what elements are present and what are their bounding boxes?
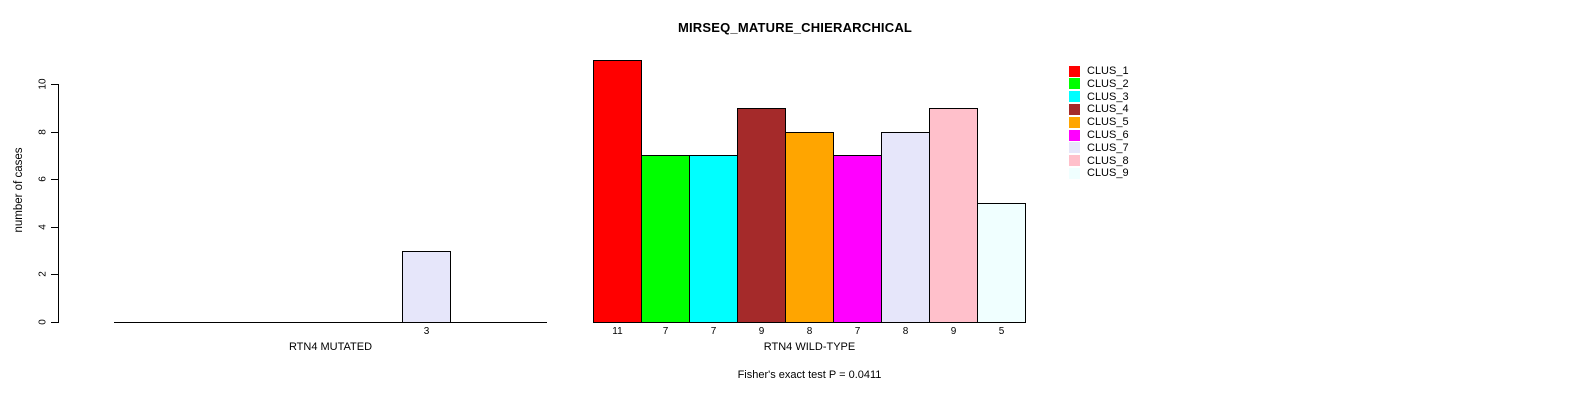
bar-clus_4 xyxy=(737,108,786,323)
bar-clus_8 xyxy=(929,108,978,323)
y-tick-label: 6 xyxy=(37,176,49,182)
x-axis-label-wild-type: RTN4 WILD-TYPE xyxy=(763,341,856,353)
legend-label: CLUS_3 xyxy=(1087,90,1129,103)
legend-color-swatch xyxy=(1069,91,1080,103)
legend-label: CLUS_9 xyxy=(1087,167,1129,180)
legend-color-swatch xyxy=(1069,116,1080,128)
y-tick-label: 10 xyxy=(37,78,49,90)
legend-label: CLUS_4 xyxy=(1087,103,1129,116)
legend-label: CLUS_2 xyxy=(1087,77,1129,90)
fisher-test-note: Fisher's exact test P = 0.0411 xyxy=(737,369,882,381)
legend-color-swatch xyxy=(1069,65,1080,77)
bar-clus_2 xyxy=(641,155,690,323)
y-tick-label: 0 xyxy=(37,319,49,325)
y-tick-label: 8 xyxy=(37,128,49,135)
legend-color-swatch xyxy=(1069,142,1080,154)
bar-value-label: 7 xyxy=(710,326,717,337)
legend-color-swatch xyxy=(1069,155,1080,167)
bar-clus_7 xyxy=(402,251,451,323)
x-axis-label-mutated: RTN4 MUTATED xyxy=(288,341,373,353)
bar-value-label: 7 xyxy=(662,326,669,337)
y-tick-label: 2 xyxy=(37,271,49,278)
legend-label: CLUS_7 xyxy=(1087,141,1129,154)
bar-value-label: 9 xyxy=(950,326,957,337)
bar-value-label: 3 xyxy=(423,326,430,337)
bar-clus_3 xyxy=(689,155,738,323)
y-axis-title: number of cases xyxy=(13,147,25,233)
bar-value-label: 7 xyxy=(854,326,861,337)
y-tick-label: 4 xyxy=(37,224,49,230)
bar-value-label: 11 xyxy=(612,326,623,337)
bar-clus_6 xyxy=(833,155,882,323)
bar-clus_7 xyxy=(881,132,930,323)
legend-color-swatch xyxy=(1069,78,1080,90)
y-axis-tick xyxy=(51,179,59,181)
y-axis-tick xyxy=(51,274,59,276)
legend-label: CLUS_5 xyxy=(1087,116,1129,129)
bar-value-label: 8 xyxy=(902,326,909,337)
y-axis-tick xyxy=(51,226,59,228)
y-axis-line xyxy=(58,84,59,323)
bar-value-label: 8 xyxy=(806,326,813,337)
legend-label: CLUS_1 xyxy=(1087,65,1129,77)
chart-title: MIRSEQ_MATURE_CHIERARCHICAL xyxy=(677,20,913,35)
legend-label: CLUS_6 xyxy=(1087,129,1129,141)
y-axis-tick xyxy=(51,322,59,323)
legend-label: CLUS_8 xyxy=(1087,154,1129,167)
bar-clus_9 xyxy=(977,203,1026,323)
x-axis-baseline xyxy=(114,322,547,323)
legend-color-swatch xyxy=(1069,103,1080,115)
bar-value-label: 5 xyxy=(998,326,1005,337)
bar-clus_5 xyxy=(785,132,834,323)
legend-color-swatch xyxy=(1069,129,1080,141)
legend-color-swatch xyxy=(1069,167,1080,179)
bar-clus_1 xyxy=(593,60,642,323)
bar-value-label: 9 xyxy=(758,326,765,337)
y-axis-tick xyxy=(51,84,59,85)
y-axis-tick xyxy=(51,131,59,133)
